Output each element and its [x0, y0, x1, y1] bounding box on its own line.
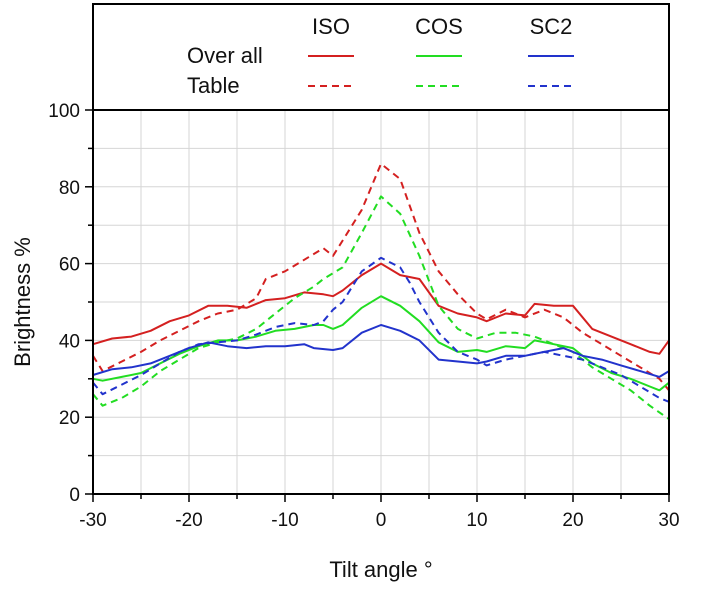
y-tick-label: 40	[59, 331, 80, 352]
x-tick-label: -30	[79, 510, 106, 531]
legend-box	[92, 3, 670, 111]
series-lines	[92, 162, 670, 420]
y-tick-label: 20	[59, 408, 80, 429]
series-line-cos-over-all	[92, 295, 670, 392]
x-tick-label: 20	[562, 510, 583, 531]
y-tick-label: 0	[69, 485, 80, 506]
legend-column-cos: COS	[415, 14, 463, 39]
legend-column-iso: ISO	[312, 14, 350, 39]
y-tick-label: 100	[48, 101, 80, 122]
series-line-iso-over-all	[92, 262, 670, 355]
y-tick-label: 80	[59, 178, 80, 199]
legend-row-label: Table	[187, 73, 240, 98]
series-line-iso-table	[92, 162, 670, 391]
x-tick-label: 30	[658, 510, 679, 531]
x-tick-label: 10	[466, 510, 487, 531]
x-axis-title: Tilt angle °	[329, 557, 432, 582]
x-tick-label: -20	[175, 510, 202, 531]
x-tick-label: 0	[376, 510, 387, 531]
grid	[93, 110, 669, 494]
x-tick-label: -10	[271, 510, 298, 531]
series-line-sc2-table	[92, 256, 670, 403]
y-axis-title: Brightness %	[10, 237, 35, 367]
series-line-cos-table	[92, 195, 670, 420]
series-line-sc2-over-all	[92, 324, 670, 378]
ticks: -30 -20 -10 0 10 20 30 0 20 40 60 80 100	[48, 101, 679, 531]
legend: ISO COS SC2 Over all Table	[187, 14, 574, 98]
y-tick-label: 60	[59, 255, 80, 276]
legend-row-label: Over all	[187, 43, 263, 68]
legend-column-sc2: SC2	[530, 14, 573, 39]
